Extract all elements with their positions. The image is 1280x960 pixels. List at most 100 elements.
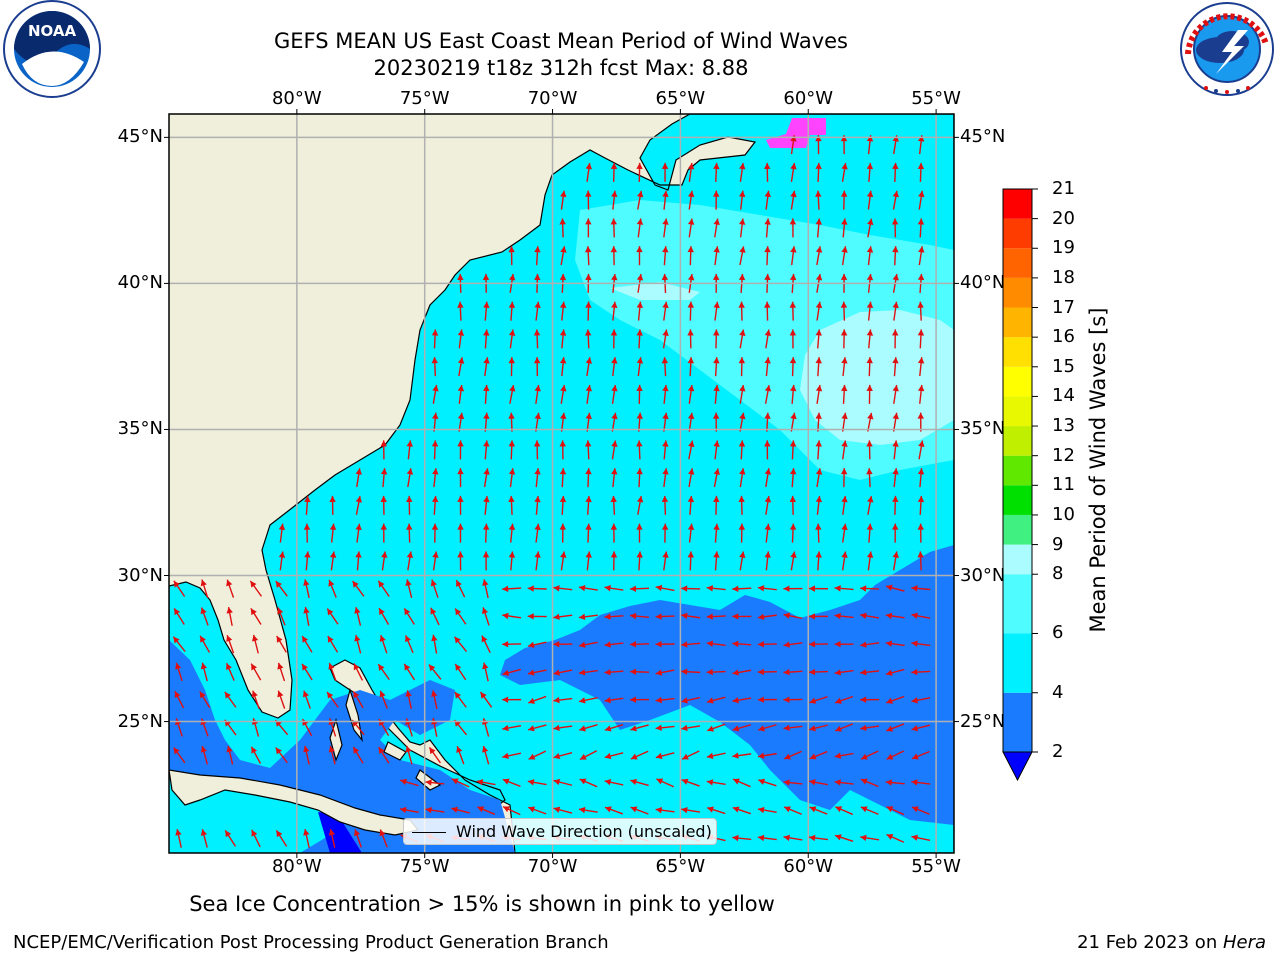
wave-vector-387: [508, 440, 515, 460]
x-tick-label-top-5: 55°W: [911, 88, 961, 109]
wave-vector-542: [636, 218, 644, 238]
wave-vector-461: [866, 357, 873, 377]
wave-vector-313: [406, 523, 413, 543]
wave-vector-459: [815, 357, 822, 377]
wave-vector-575: [739, 162, 746, 182]
wave-vector-344: [559, 495, 567, 515]
wave-vector-452: [636, 357, 644, 377]
wave-vector-136: [277, 690, 286, 709]
wave-vector-546: [739, 218, 746, 238]
wave-vector-396: [738, 440, 746, 460]
wave-vector-156: [783, 696, 803, 703]
wave-vector-231: [403, 607, 415, 625]
x-tick-label-bottom-3: 65°W: [655, 856, 706, 877]
wave-vector-128: [834, 723, 854, 732]
wave-vector-439: [815, 384, 823, 404]
wave-vector-498: [815, 301, 823, 321]
wave-vector-217: [808, 641, 828, 648]
wave-vector-168: [328, 662, 337, 682]
wave-vector-428: [534, 384, 541, 404]
wave-vector-129: [860, 724, 880, 732]
wave-vector-331: [866, 523, 874, 543]
y-tick-label-left-1: 30°N: [117, 564, 163, 586]
wave-vector-535: [841, 246, 848, 266]
wave-vector-209: [604, 641, 624, 648]
wave-vector-479: [815, 329, 822, 349]
wave-vector-325: [713, 523, 720, 543]
wave-vector-252: [173, 580, 186, 597]
wave-vector-335: [329, 495, 336, 515]
map-frame: [168, 113, 955, 854]
wave-vector-323: [661, 523, 669, 543]
wave-vector-218: [834, 640, 854, 648]
wave-vector-227: [303, 606, 310, 626]
wave-vector-395: [713, 440, 720, 460]
wave-vector-412: [636, 412, 643, 432]
wave-vector-96: [783, 750, 802, 760]
wave-vector-176: [527, 669, 547, 676]
wave-vector-117: [553, 724, 573, 732]
wave-vector-342: [508, 495, 515, 515]
wave-vector-269: [604, 584, 624, 592]
wave-vector-327: [764, 523, 771, 543]
wave-vector-317: [508, 523, 516, 543]
wave-vector-45: [783, 806, 802, 815]
wave-vector-167: [301, 663, 313, 681]
colorbar-bin-8: [1003, 396, 1032, 427]
wave-vector-60: [630, 778, 649, 787]
wave-vector-433: [662, 384, 669, 404]
graticule: [169, 114, 954, 853]
wave-vector-555: [585, 190, 592, 210]
wave-vector-219: [860, 641, 880, 648]
wave-vector-72: [173, 747, 186, 764]
colorbar-tick-label-16: 21: [1052, 178, 1075, 199]
wave-vector-574: [713, 162, 720, 182]
wave-vector-368: [585, 468, 592, 488]
wave-vector-225: [250, 607, 262, 625]
wave-vector-162: [175, 662, 183, 682]
wave-vector-414: [687, 412, 695, 432]
wave-vector-365: [508, 468, 516, 488]
wave-vector-472: [636, 329, 643, 349]
wave-vector-57: [553, 778, 573, 786]
wave-vector-214: [732, 640, 752, 648]
wave-vector-180: [629, 668, 650, 675]
wave-vector-309: [303, 523, 311, 543]
wave-vector-494: [713, 301, 720, 321]
wave-vector-462: [892, 357, 899, 377]
wave-vector-522: [508, 246, 515, 266]
wave-vector-407: [508, 412, 515, 432]
wave-vector-157: [809, 696, 828, 704]
nws-logo: [1180, 2, 1274, 96]
wave-vector-248: [834, 612, 854, 620]
wave-vector-389: [559, 440, 566, 460]
wave-vector-151: [655, 696, 675, 704]
colorbar-tick-label-15: 20: [1052, 207, 1075, 229]
colorbar-tick-label-5: 10: [1052, 503, 1075, 525]
wave-vector-398: [789, 440, 797, 460]
wave-vector-4: [275, 830, 288, 847]
wave-vector-352: [764, 495, 772, 515]
wave-vector-453: [661, 357, 669, 377]
wave-vector-354: [815, 495, 823, 515]
wave-vector-163: [200, 662, 208, 682]
wave-vector-529: [687, 246, 694, 266]
wave-vector-463: [917, 357, 925, 377]
wave-vector-447: [508, 357, 515, 377]
wave-vector-201: [405, 635, 414, 654]
wave-vector-430: [585, 384, 593, 404]
wave-vector-526: [610, 246, 618, 266]
colorbar-bin-1: [1003, 633, 1032, 693]
wave-vector-139: [352, 691, 364, 709]
wave-vector-228: [326, 608, 339, 625]
wave-vector-404: [432, 412, 439, 432]
wave-vector-31: [425, 806, 445, 814]
wave-vector-391: [611, 440, 618, 460]
wave-vector-158: [834, 695, 854, 704]
wave-vector-464: [431, 329, 439, 349]
wave-vector-292: [534, 551, 541, 571]
colorbar-bin-6: [1003, 455, 1032, 486]
wave-vector-195: [251, 634, 259, 654]
colorbar-tick-label-6: 11: [1052, 474, 1075, 496]
wave-vector-221: [911, 640, 931, 647]
